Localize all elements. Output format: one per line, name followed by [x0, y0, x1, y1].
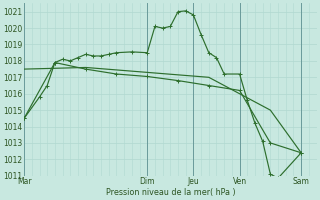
X-axis label: Pression niveau de la mer( hPa ): Pression niveau de la mer( hPa ) [106, 188, 235, 197]
